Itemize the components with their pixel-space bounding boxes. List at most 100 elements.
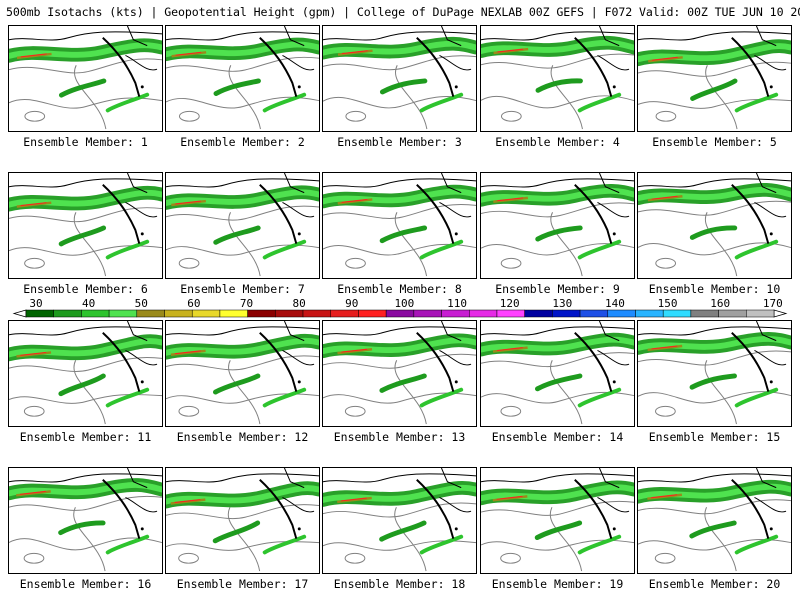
isotach-map-graphic xyxy=(166,468,319,572)
isotach-map-graphic xyxy=(166,321,319,425)
ensemble-member-map xyxy=(8,25,163,132)
colorbar-cell xyxy=(358,309,387,318)
ensemble-member-map xyxy=(165,25,320,132)
colorbar-tick-label: 40 xyxy=(82,297,95,310)
colorbar-tick-label: 70 xyxy=(240,297,253,310)
colorbar-right-arrow xyxy=(773,309,788,318)
colorbar-cell xyxy=(53,309,82,318)
isotach-map-graphic xyxy=(166,26,319,130)
ensemble-member-label: Ensemble Member: 2 xyxy=(180,135,305,149)
colorbar-cell xyxy=(413,309,442,318)
ensemble-member-map xyxy=(480,25,635,132)
ensemble-member-map xyxy=(637,25,792,132)
colorbar-cell xyxy=(275,309,304,318)
ensemble-member-map xyxy=(8,320,163,427)
ensemble-member-label: Ensemble Member: 11 xyxy=(19,430,152,444)
colorbar-cell xyxy=(191,309,221,318)
ensemble-member-map xyxy=(322,25,477,132)
colorbar-cell xyxy=(385,309,415,318)
isotach-map-graphic xyxy=(481,26,634,130)
ensemble-member-map xyxy=(165,320,320,427)
ensemble-member-label: Ensemble Member: 8 xyxy=(337,282,462,296)
colorbar-cell xyxy=(247,309,276,318)
ensemble-member-map xyxy=(165,172,320,279)
ensemble-member-label: Ensemble Member: 18 xyxy=(333,577,466,591)
colorbar-tick-label: 110 xyxy=(447,297,467,310)
colorbar-cell xyxy=(718,309,747,318)
ensemble-member-map xyxy=(322,467,477,574)
ensemble-member-map xyxy=(8,467,163,574)
isotach-map-graphic xyxy=(638,26,791,130)
isotach-map-graphic xyxy=(481,321,634,425)
colorbar-tick-label: 50 xyxy=(135,297,148,310)
colorbar-cell xyxy=(330,309,359,318)
ensemble-member-label: Ensemble Member: 19 xyxy=(491,577,624,591)
colorbar-tick-label: 100 xyxy=(394,297,414,310)
colorbar-cell xyxy=(662,309,692,318)
ensemble-member-label: Ensemble Member: 6 xyxy=(23,282,148,296)
ensemble-member-map xyxy=(8,172,163,279)
isotach-map-graphic xyxy=(638,468,791,572)
ensemble-member-map xyxy=(480,320,635,427)
colorbar-cell xyxy=(25,309,54,318)
colorbar-cell xyxy=(552,309,581,318)
ensemble-member-label: Ensemble Member: 13 xyxy=(333,430,466,444)
ensemble-member-map xyxy=(480,467,635,574)
colorbar-left-arrow xyxy=(12,309,27,318)
ensemble-member-map xyxy=(637,172,792,279)
ensemble-member-label: Ensemble Member: 3 xyxy=(337,135,462,149)
colorbar-cell xyxy=(108,309,138,318)
ensemble-member-label: Ensemble Member: 9 xyxy=(495,282,620,296)
isotach-map-graphic xyxy=(481,173,634,277)
ensemble-member-map xyxy=(322,172,477,279)
isotach-map-graphic xyxy=(323,26,476,130)
ensemble-member-label: Ensemble Member: 20 xyxy=(648,577,781,591)
colorbar-tick-label: 60 xyxy=(187,297,200,310)
colorbar-tick-label: 30 xyxy=(29,297,42,310)
ensemble-member-label: Ensemble Member: 1 xyxy=(23,135,148,149)
ensemble-member-label: Ensemble Member: 14 xyxy=(491,430,624,444)
colorbar-tick-label: 160 xyxy=(710,297,730,310)
colorbar-tick-label: 130 xyxy=(552,297,572,310)
ensemble-member-label: Ensemble Member: 4 xyxy=(495,135,620,149)
colorbar-tick-label: 90 xyxy=(345,297,358,310)
colorbar-cell xyxy=(219,309,248,318)
ensemble-member-map xyxy=(480,172,635,279)
isotach-map-graphic xyxy=(323,321,476,425)
colorbar-cell xyxy=(746,309,775,318)
ensemble-member-map xyxy=(637,320,792,427)
colorbar-cell xyxy=(496,309,525,318)
isotach-map-graphic xyxy=(638,321,791,425)
colorbar-tick-label: 170 xyxy=(763,297,783,310)
colorbar-cell xyxy=(441,309,470,318)
colorbar-cells xyxy=(12,309,788,318)
colorbar-tick-label: 120 xyxy=(500,297,520,310)
ensemble-member-map xyxy=(322,320,477,427)
colorbar-cell xyxy=(302,309,331,318)
colorbar-cell xyxy=(690,309,719,318)
colorbar-cell xyxy=(524,309,553,318)
isotach-map-graphic xyxy=(323,468,476,572)
colorbar-cell xyxy=(164,309,193,318)
isotach-map-graphic xyxy=(166,173,319,277)
ensemble-member-map xyxy=(637,467,792,574)
isotach-map-graphic xyxy=(9,321,162,425)
ensemble-member-label: Ensemble Member: 12 xyxy=(176,430,309,444)
colorbar-tick-label: 80 xyxy=(293,297,306,310)
colorbar-cell xyxy=(579,309,609,318)
ensemble-member-label: Ensemble Member: 5 xyxy=(652,135,777,149)
isotach-map-graphic xyxy=(481,468,634,572)
colorbar-tick-label: 150 xyxy=(658,297,678,310)
ensemble-member-label: Ensemble Member: 17 xyxy=(176,577,309,591)
colorbar-cell xyxy=(81,309,110,318)
isotach-map-graphic xyxy=(9,468,162,572)
header-title: 500mb Isotachs (kts) | Geopotential Heig… xyxy=(6,5,800,19)
ensemble-member-map xyxy=(165,467,320,574)
ensemble-member-label: Ensemble Member: 15 xyxy=(648,430,781,444)
ensemble-member-label: Ensemble Member: 16 xyxy=(19,577,152,591)
ensemble-member-label: Ensemble Member: 7 xyxy=(180,282,305,296)
colorbar-cell xyxy=(635,309,664,318)
colorbar-cell xyxy=(607,309,636,318)
ensemble-member-label: Ensemble Member: 10 xyxy=(648,282,781,296)
isotach-map-graphic xyxy=(638,173,791,277)
